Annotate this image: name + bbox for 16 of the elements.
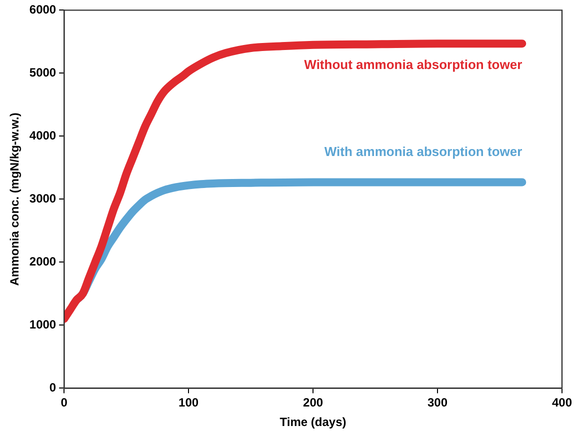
y-tick-label: 2000 [29,254,56,269]
x-tick-label: 0 [60,396,68,410]
y-tick-label: 0 [49,380,56,395]
y-tick-label: 4000 [29,128,56,143]
y-tick-label: 3000 [29,192,56,206]
series-label: With ammonia absorption tower [324,144,522,159]
x-tick-label: 100 [178,396,199,410]
y-tick-label: 1000 [29,318,56,332]
y-tick-label: 5000 [29,66,56,80]
series-label: Without ammonia absorption tower [304,57,522,72]
y-tick-label: 6000 [29,2,56,17]
x-tick-label: 300 [428,396,448,410]
x-tick-label: 200 [303,396,324,410]
y-axis-title: Ammonia conc. (mgN/kg-w.w.) [8,112,22,286]
x-axis-title: Time (days) [280,415,346,430]
x-tick-label: 400 [552,396,572,410]
